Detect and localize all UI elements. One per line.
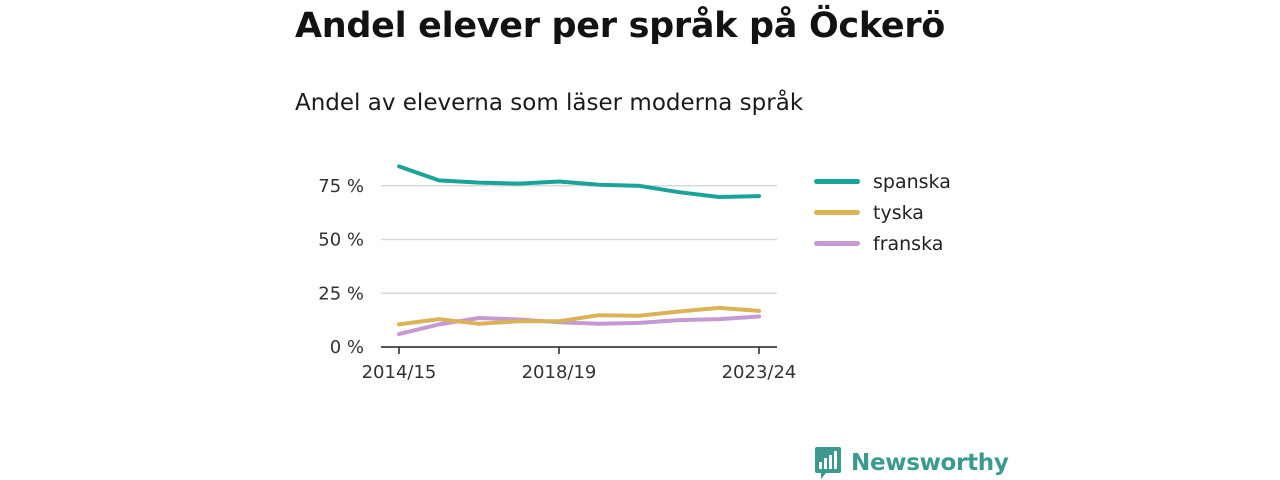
legend-item-spanska: spanska [814,166,951,197]
x-axis: 2014/15 2018/19 2023/24 [362,346,797,383]
legend-item-tyska: tyska [814,197,951,228]
brand-logo: Newsworthy [814,446,1009,480]
gridlines [381,185,777,295]
series-line-spanska [397,164,761,199]
brand-name: Newsworthy [851,450,1009,476]
series-lines [397,164,761,337]
y-tick-label: 25 % [318,283,364,304]
x-tick-label: 2023/24 [722,362,797,383]
x-tick-label: 2018/19 [522,362,597,383]
legend-swatch-franska [814,241,860,246]
legend-label-tyska: tyska [873,201,924,224]
x-tick-label: 2014/15 [362,362,437,383]
legend-label-franska: franska [873,232,944,255]
series-line-tyska [397,305,761,327]
legend-label-spanska: spanska [873,170,951,193]
chart-subtitle: Andel av eleverna som läser moderna språ… [295,90,804,116]
y-axis-labels: 0 % 25 % 50 % 75 % [318,176,364,358]
legend: spanska tyska franska [814,166,951,259]
legend-swatch-tyska [814,210,860,215]
bar-chart-badge-icon [815,447,841,479]
chart-title: Andel elever per språk på Öckerö [295,6,946,46]
y-tick-label: 0 % [330,337,364,358]
legend-item-franska: franska [814,228,951,259]
y-tick-label: 50 % [318,230,364,251]
legend-swatch-spanska [814,179,860,184]
y-tick-label: 75 % [318,176,364,197]
